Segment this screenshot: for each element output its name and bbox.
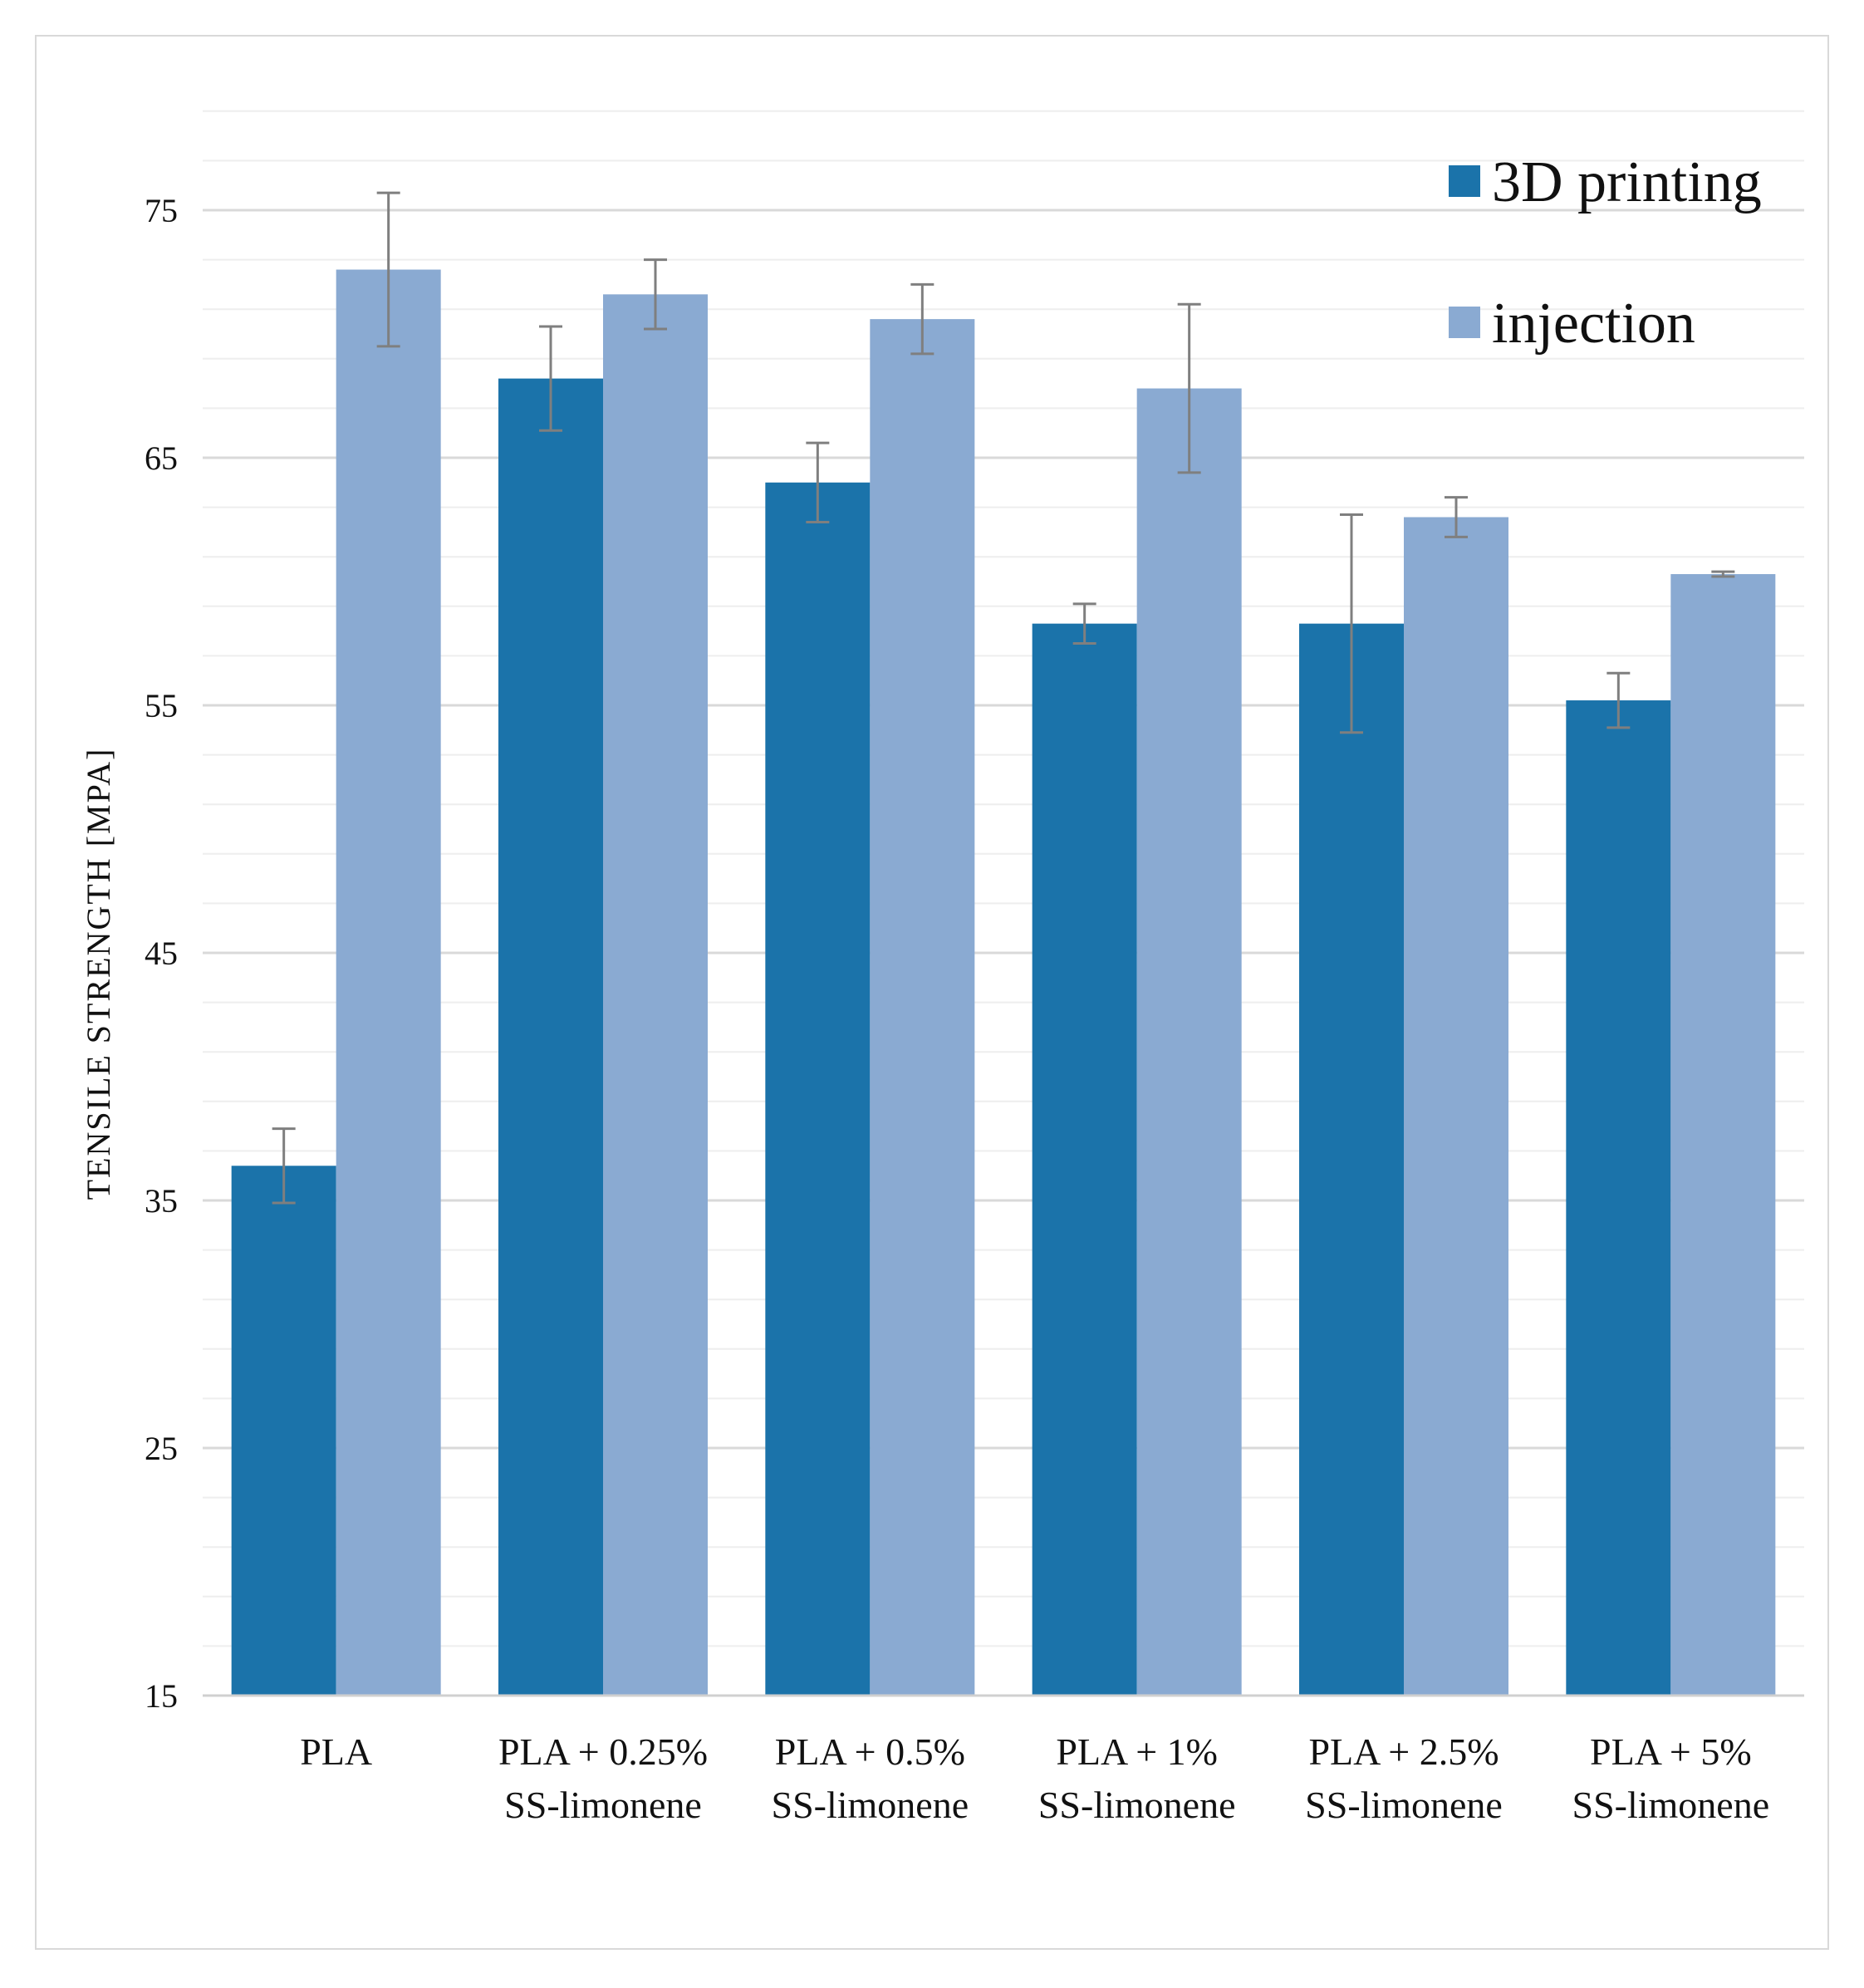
y-tick-label: 45 (145, 935, 178, 972)
y-tick-label: 75 (145, 192, 178, 229)
y-tick-label: 55 (145, 687, 178, 724)
y-axis-label: TENSILE STRENGTH [MPA] (80, 748, 117, 1200)
bar-injection (336, 269, 441, 1696)
x-tick-label-line: SS-limonene (771, 1784, 969, 1826)
x-tick-label-line: SS-limonene (504, 1784, 702, 1826)
bar-injection (1404, 517, 1508, 1696)
x-tick-label: PLA + 2.5% SS-limonene (1305, 1730, 1503, 1826)
x-tick-label-line: SS-limonene (1038, 1784, 1236, 1826)
bar-injection (1670, 574, 1776, 1696)
chart-frame: 15 25 35 45 55 65 75 PLA PLA + 0.25% SS-limonene… (35, 35, 1829, 1950)
y-tick-label: 25 (145, 1430, 178, 1467)
x-tick-label: PLA + 0.5% SS-limonene (771, 1730, 969, 1826)
x-tick-label-line: PLA + 0.5% (775, 1730, 965, 1773)
y-tick-label: 15 (145, 1677, 178, 1715)
gridlines (203, 110, 1804, 1697)
x-tick-label: PLA (300, 1730, 372, 1773)
tensile-strength-chart: 15 25 35 45 55 65 75 PLA PLA + 0.25% SS-limonene… (80, 110, 1804, 1826)
x-tick-label-line: PLA (300, 1730, 372, 1773)
legend-swatch-injection (1449, 307, 1480, 338)
bar-injection (603, 294, 708, 1696)
bar-3d-printing (231, 1166, 336, 1696)
bar-injection (870, 319, 975, 1696)
bar-3d-printing (1566, 700, 1671, 1696)
y-tick-labels: 15 25 35 45 55 65 75 (145, 192, 178, 1715)
x-tick-label-line: PLA + 5% (1590, 1730, 1752, 1773)
x-tick-label: PLA + 5% SS-limonene (1572, 1730, 1769, 1826)
error-bars (272, 191, 1735, 1205)
x-tick-label: PLA + 1% SS-limonene (1038, 1730, 1236, 1826)
x-tick-label-line: PLA + 1% (1056, 1730, 1218, 1773)
x-tick-labels: PLA PLA + 0.25% SS-limonene PLA + 0.5% SS-li… (300, 1730, 1769, 1826)
legend-label-3d-printing: 3D printing (1492, 150, 1762, 214)
bar-3d-printing (1032, 623, 1137, 1696)
x-tick-label-line: PLA + 0.25% (498, 1730, 708, 1773)
legend-label-injection: injection (1492, 292, 1695, 356)
x-tick-label-line: PLA + 2.5% (1308, 1730, 1499, 1773)
bar-injection (1136, 388, 1242, 1696)
bars (231, 269, 1776, 1696)
x-tick-label-line: SS-limonene (1572, 1784, 1769, 1826)
y-tick-label: 65 (145, 439, 178, 477)
bar-3d-printing (498, 378, 603, 1696)
legend: 3D printing injection (1449, 150, 1762, 356)
x-tick-label-line: SS-limonene (1305, 1784, 1503, 1826)
bar-3d-printing (765, 482, 871, 1696)
x-tick-label: PLA + 0.25% SS-limonene (498, 1730, 708, 1826)
y-tick-label: 35 (145, 1182, 178, 1220)
bar-3d-printing (1299, 623, 1404, 1696)
legend-swatch-3d-printing (1449, 165, 1480, 197)
